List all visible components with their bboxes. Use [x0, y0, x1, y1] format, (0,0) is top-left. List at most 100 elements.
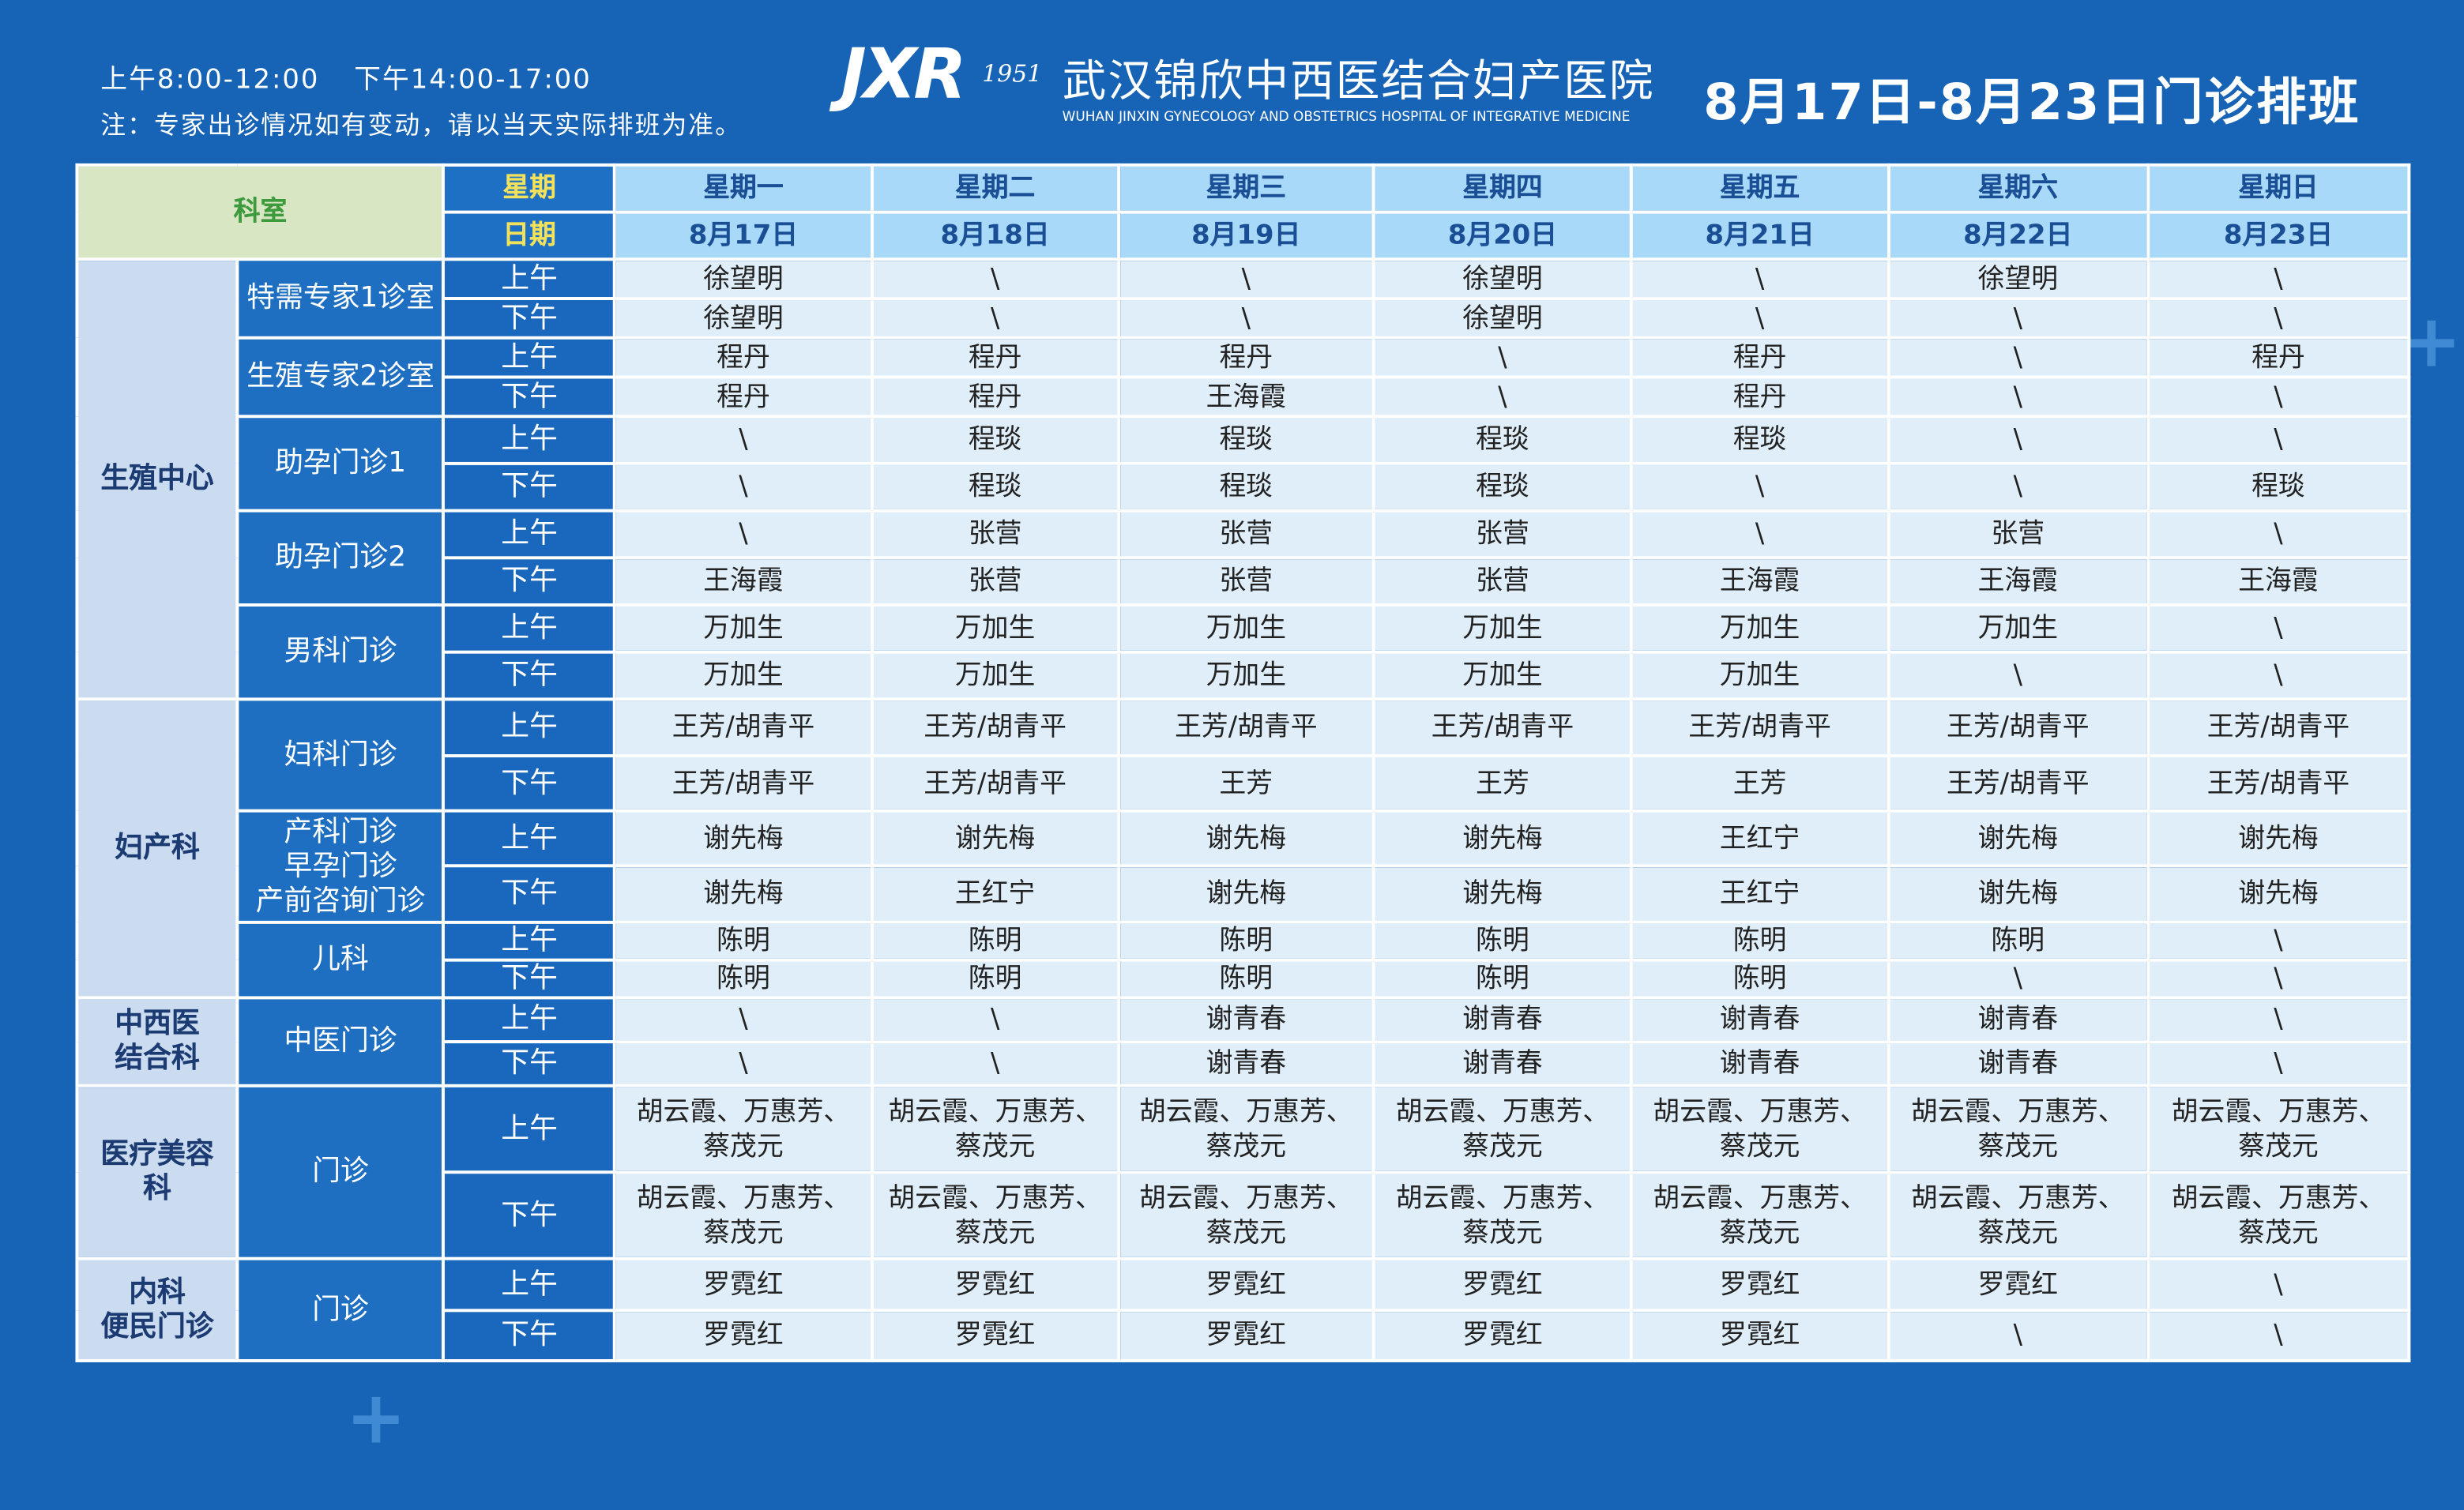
- doctor-cell: 罗霓红: [613, 1309, 874, 1362]
- doctor-cell: \: [2146, 297, 2411, 340]
- doctor-cell: 胡云霞、万惠芳、 蔡茂元: [1117, 1084, 1375, 1174]
- date: 8月18日: [870, 210, 1120, 261]
- period: 下午: [442, 297, 617, 340]
- doctor-cell: \: [1886, 336, 2150, 379]
- doctor-cell: \: [613, 996, 874, 1044]
- doctor-cell: 胡云霞、万惠芳、 蔡茂元: [2146, 1084, 2411, 1174]
- doctor-cell: 程丹: [1117, 336, 1375, 379]
- doctor-cell: 陈明: [613, 958, 874, 1000]
- doctor-cell: 王红宁: [1630, 864, 1890, 924]
- clinic: 中医门诊: [235, 996, 446, 1087]
- doctor-cell: 王芳/胡青平: [613, 754, 874, 813]
- doctor-cell: 万加生: [1117, 650, 1375, 701]
- doctor-cell: 罗霓红: [1886, 1256, 2150, 1313]
- doctor-cell: 张营: [1117, 556, 1375, 607]
- doctor-cell: \: [1117, 257, 1375, 301]
- doctor-cell: \: [2146, 996, 2411, 1044]
- logo-year: 1951: [982, 59, 1043, 88]
- period: 上午: [442, 697, 617, 757]
- doctor-cell: \: [1371, 375, 1634, 419]
- schedule-row: 下午 王海霞 张营 张营 张营 王海霞 王海霞 王海霞: [77, 556, 2411, 607]
- title: 8月17日-8月23日门诊排班: [1703, 72, 2361, 133]
- clinic: 产科门诊 早孕门诊 产前咨询门诊: [235, 809, 446, 924]
- period: 下午: [442, 1170, 617, 1260]
- clinic: 助孕门诊2: [235, 509, 446, 607]
- schedule-row: 生殖专家2诊室 上午 程丹 程丹 程丹 \ 程丹 \ 程丹: [77, 336, 2411, 419]
- period: 下午: [442, 375, 617, 419]
- doctor-cell: 陈明: [613, 920, 874, 962]
- doctor-cell: 罗霓红: [1371, 1309, 1634, 1362]
- doctor-cell: \: [2146, 1309, 2411, 1362]
- doctor-cell: 程丹: [2146, 336, 2411, 379]
- schedule-row: 下午 胡云霞、万惠芳、 蔡茂元 胡云霞、万惠芳、 蔡茂元 胡云霞、万惠芳、 蔡茂元 胡云…: [77, 1170, 2411, 1260]
- doctor-cell: 陈明: [1371, 958, 1634, 1000]
- doctor-cell: 胡云霞、万惠芳、 蔡茂元: [870, 1084, 1120, 1174]
- doctor-cell: 胡云霞、万惠芳、 蔡茂元: [613, 1084, 874, 1174]
- doctor-cell: 王海霞: [2146, 556, 2411, 607]
- doctor-cell: 罗霓红: [1117, 1309, 1375, 1362]
- period: 下午: [442, 650, 617, 701]
- date: 8月21日: [1630, 210, 1890, 261]
- doctor-cell: 王海霞: [613, 556, 874, 607]
- schedule-row: 助孕门诊1 上午 \ 程琰 程琰 程琰 程琰 \ \: [77, 415, 2411, 513]
- doctor-cell: \: [870, 996, 1120, 1044]
- doctor-cell: \: [1886, 1309, 2150, 1362]
- doctor-cell: 徐望明: [613, 257, 874, 301]
- doctor-cell: 万加生: [1117, 603, 1375, 654]
- doctor-cell: 王红宁: [1630, 809, 1890, 868]
- doctor-cell: 罗霓红: [1630, 1256, 1890, 1313]
- date: 8月17日: [613, 210, 874, 261]
- weekday: 星期五: [1630, 163, 1890, 214]
- doctor-cell: \: [870, 1040, 1120, 1087]
- weekday: 星期日: [2146, 163, 2411, 214]
- doctor-cell: \: [1371, 336, 1634, 379]
- doctor-cell: 陈明: [1371, 920, 1634, 962]
- doctor-cell: 陈明: [870, 920, 1120, 962]
- doctor-cell: \: [1630, 257, 1890, 301]
- department: 内科 便民门诊: [75, 1256, 239, 1362]
- decor-plus: +: [2401, 299, 2462, 384]
- date: 8月19日: [1117, 210, 1375, 261]
- doctor-cell: 王芳: [1630, 754, 1890, 813]
- doctor-cell: 谢青春: [1886, 996, 2150, 1044]
- doctor-cell: 徐望明: [613, 297, 874, 340]
- doctor-cell: 陈明: [1630, 920, 1890, 962]
- schedule-row: 下午 \ \ 谢青春 谢青春 谢青春 谢青春 \: [77, 1040, 2411, 1087]
- doctor-cell: \: [1886, 415, 2150, 465]
- period: 上午: [442, 1256, 617, 1313]
- schedule-table: 科室 星期 星期一 星期二 星期三 星期四 星期五 星期六 星期日 日期 8月17日 8月18日 8月1…: [75, 163, 2411, 1362]
- doctor-cell: 万加生: [1886, 603, 2150, 654]
- doctor-cell: 谢先梅: [1371, 864, 1634, 924]
- schedule-row: 儿科 上午 陈明 陈明 陈明 陈明 陈明 陈明 \: [77, 920, 2411, 1000]
- hours-pm: 下午14:00-17:00: [354, 64, 592, 96]
- department: 生殖中心: [75, 257, 239, 701]
- doctor-cell: \: [2146, 257, 2411, 301]
- period: 上午: [442, 336, 617, 379]
- date: 8月22日: [1886, 210, 2150, 261]
- doctor-cell: 万加生: [1371, 650, 1634, 701]
- doctor-cell: 谢先梅: [1371, 809, 1634, 868]
- doctor-cell: 张营: [870, 556, 1120, 607]
- clinic: 生殖专家2诊室: [235, 336, 446, 419]
- doctor-cell: 程琰: [1117, 415, 1375, 465]
- department: 中西医 结合科: [75, 996, 239, 1087]
- doctor-cell: 王红宁: [870, 864, 1120, 924]
- doctor-cell: 张营: [870, 509, 1120, 560]
- schedule-row: 下午 陈明 陈明 陈明 陈明 陈明 \ \: [77, 958, 2411, 1000]
- doctor-cell: 胡云霞、万惠芳、 蔡茂元: [1886, 1170, 2150, 1260]
- schedule-row: 男科门诊 上午 万加生 万加生 万加生 万加生 万加生 万加生 \: [77, 603, 2411, 701]
- schedule-row: 下午 罗霓红 罗霓红 罗霓红 罗霓红 罗霓红 \ \: [77, 1309, 2411, 1362]
- doctor-cell: 谢先梅: [1117, 864, 1375, 924]
- doctor-cell: \: [1886, 958, 2150, 1000]
- doctor-cell: 程琰: [1371, 461, 1634, 513]
- doctor-cell: 王芳/胡青平: [2146, 754, 2411, 813]
- weekday: 星期二: [870, 163, 1120, 214]
- doctor-cell: 万加生: [870, 603, 1120, 654]
- schedule-row: 中西医 结合科 中医门诊 上午 \ \ 谢青春 谢青春 谢青春 谢青春 \: [75, 996, 2411, 1087]
- clinic: 助孕门诊1: [235, 415, 446, 513]
- department: 妇产科: [75, 697, 239, 1000]
- doctor-cell: 谢青春: [1886, 1040, 2150, 1087]
- doctor-cell: 谢先梅: [2146, 809, 2411, 868]
